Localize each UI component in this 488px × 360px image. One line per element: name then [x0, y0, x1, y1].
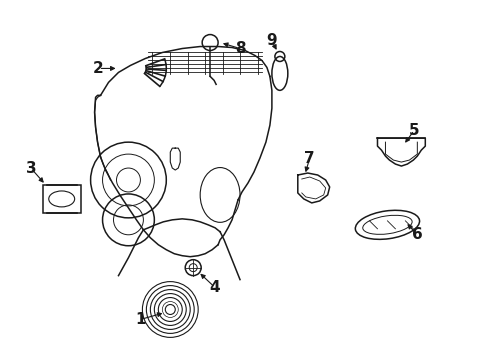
Text: 2: 2	[93, 61, 104, 76]
Text: 3: 3	[25, 161, 36, 176]
Text: 6: 6	[411, 227, 422, 242]
Text: 4: 4	[209, 280, 220, 295]
Text: 7: 7	[304, 150, 314, 166]
Text: 9: 9	[266, 33, 277, 48]
Ellipse shape	[355, 210, 419, 239]
Polygon shape	[170, 148, 180, 170]
Text: 1: 1	[135, 312, 145, 327]
Polygon shape	[377, 138, 425, 166]
Polygon shape	[297, 173, 329, 203]
Bar	[42, 185, 81, 213]
Text: 5: 5	[408, 123, 419, 138]
Circle shape	[165, 305, 175, 315]
Text: 8: 8	[234, 41, 245, 56]
